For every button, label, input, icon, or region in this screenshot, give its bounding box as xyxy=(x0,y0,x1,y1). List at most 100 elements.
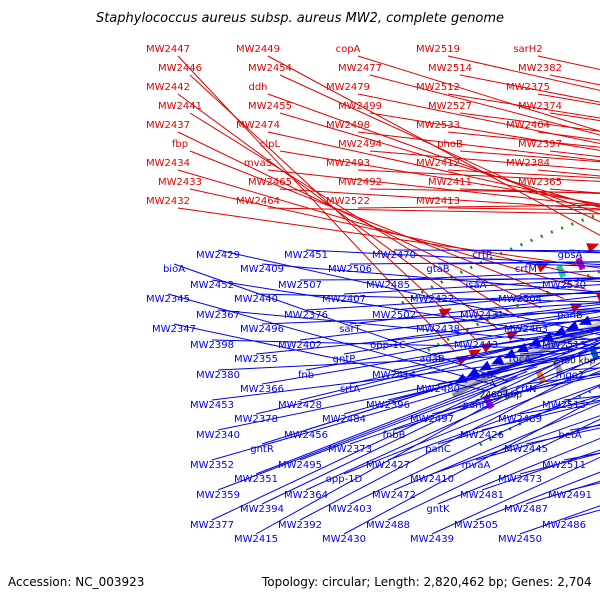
reverse-gene-label: MW2481 xyxy=(460,490,504,501)
reverse-gene-label: MW2347 xyxy=(152,324,196,335)
reverse-leader-line xyxy=(387,309,600,341)
reverse-leader-line xyxy=(167,293,498,387)
forward-leader-line xyxy=(177,55,455,351)
reverse-gene-label: rocA xyxy=(509,354,532,365)
reverse-gene-label: MW2507 xyxy=(278,280,322,291)
reverse-leader-line xyxy=(481,449,600,491)
reverse-gene-label: MW2378 xyxy=(234,414,278,425)
reverse-leader-line xyxy=(343,341,600,415)
forward-gene-label: phoB xyxy=(437,139,463,150)
forward-gene-label: MW2446 xyxy=(158,63,202,74)
map-title: Staphylococcus aureus subsp. aureus MW2,… xyxy=(96,11,504,26)
reverse-leader-line xyxy=(211,279,599,342)
forward-leader-line xyxy=(357,169,600,182)
reverse-gene-label: MW2364 xyxy=(284,490,328,501)
reverse-leader-line xyxy=(349,327,600,385)
forward-gene-label: MW2413 xyxy=(416,196,460,207)
reverse-gene-label: MW2351 xyxy=(234,474,278,485)
forward-gene-label: MW2527 xyxy=(428,101,472,112)
forward-leader-line xyxy=(447,55,600,91)
reverse-leader-line xyxy=(343,311,600,355)
reverse-leader-line xyxy=(211,339,578,350)
reverse-gene-label: MW2486 xyxy=(542,520,586,531)
reverse-gene-label: MW2394 xyxy=(240,504,284,515)
reverse-gene-label: MW2402 xyxy=(278,340,322,351)
reverse-leader-line xyxy=(299,303,600,341)
reverse-gene-label: betA xyxy=(558,430,581,441)
reverse-leader-line xyxy=(393,403,600,491)
forward-leader-line xyxy=(279,112,600,208)
forward-gene-label: MW2464 xyxy=(236,196,280,207)
reverse-gene-label: MW2352 xyxy=(190,460,234,471)
forward-leader-line xyxy=(369,188,600,194)
forward-gene-label: MW2499 xyxy=(338,101,382,112)
forward-gene-label: MW2447 xyxy=(146,44,190,55)
reverse-gene-label: MW2515 xyxy=(542,400,586,411)
forward-gene-label: MW2411 xyxy=(428,177,472,188)
reverse-gene-label: MW2488 xyxy=(366,520,410,531)
reverse-gene-label: MW2340 xyxy=(196,430,240,441)
reverse-leader-line xyxy=(393,290,600,311)
reverse-leader-line xyxy=(211,375,518,521)
reverse-gene-label: MW2427 xyxy=(366,460,410,471)
reverse-leader-line xyxy=(431,456,600,535)
reverse-gene-label: MW2429 xyxy=(196,250,240,261)
forward-gene-label: MW2433 xyxy=(158,177,202,188)
reverse-gene-label: MW2366 xyxy=(240,384,284,395)
forward-gene-label: MW2465 xyxy=(248,177,292,188)
reverse-gene-label: MW2443 xyxy=(454,340,498,351)
reverse-gene-label: MW2355 xyxy=(234,354,278,365)
forward-leader-line xyxy=(459,150,600,163)
reverse-gene-label: gntR xyxy=(250,444,274,455)
reverse-gene-label: MW2456 xyxy=(284,430,328,441)
reverse-gene-label: bioA xyxy=(163,264,185,275)
forward-leader-line xyxy=(357,93,600,145)
forward-gene-label: MW2412 xyxy=(416,158,460,169)
forward-gene-label: MW2365 xyxy=(518,177,562,188)
reverse-gene-arrow xyxy=(540,331,554,341)
forward-gene-label: MW2404 xyxy=(506,120,550,131)
forward-gene-label: sarH2 xyxy=(513,44,542,55)
reverse-leader-line xyxy=(431,415,600,475)
reverse-gene-label: MW2438 xyxy=(416,324,460,335)
reverse-gene-label: MW2453 xyxy=(190,400,234,411)
reverse-leader-line xyxy=(261,263,600,293)
reverse-gene-label: MW2484 xyxy=(322,414,366,425)
reverse-gene-label: MW2452 xyxy=(190,280,234,291)
reverse-gene-label: MW2497 xyxy=(410,414,454,425)
reverse-gene-arrow xyxy=(466,367,480,378)
reverse-gene-label: opp-1C xyxy=(370,340,406,351)
reverse-leader-line xyxy=(261,325,600,385)
reverse-leader-line xyxy=(173,323,488,392)
forward-leader-line xyxy=(267,131,600,206)
forward-leader-line xyxy=(267,207,600,215)
reverse-gene-label: MW2376 xyxy=(284,310,328,321)
reverse-leader-line xyxy=(349,261,600,265)
reverse-gene-label: MW2373 xyxy=(328,444,372,455)
reverse-gene-label: MW2403 xyxy=(328,504,372,515)
reverse-leader-line xyxy=(431,328,600,355)
reverse-leader-line xyxy=(387,270,600,281)
forward-leader-line xyxy=(447,131,600,148)
forward-gene-label: MW2454 xyxy=(248,63,292,74)
reverse-leader-line xyxy=(299,362,600,521)
reverse-gene-label: mvaA xyxy=(462,460,491,471)
reverse-gene-label: MW2511 xyxy=(542,460,586,471)
reverse-gene-label: MW2345 xyxy=(146,294,190,305)
forward-gene-label: MW2384 xyxy=(506,158,550,169)
kbp-tick xyxy=(491,379,496,388)
reverse-gene-label: MW2396 xyxy=(366,400,410,411)
reverse-gene-label: MW2414 xyxy=(372,370,416,381)
reverse-leader-line xyxy=(387,347,600,401)
forward-gene-label: MW2492 xyxy=(338,177,382,188)
reverse-leader-line xyxy=(217,309,588,346)
reverse-leader-line xyxy=(217,361,548,431)
feature-box-inner xyxy=(552,360,564,376)
reverse-leader-line xyxy=(475,375,600,401)
forward-leader-line xyxy=(357,131,600,162)
reverse-gene-label: MW2506 xyxy=(328,264,372,275)
reverse-gene-label: MW2502 xyxy=(372,310,416,321)
reverse-gene-label: MW2530 xyxy=(542,280,586,291)
reverse-gene-label: MW2415 xyxy=(234,534,278,545)
forward-leader-line xyxy=(177,169,587,290)
